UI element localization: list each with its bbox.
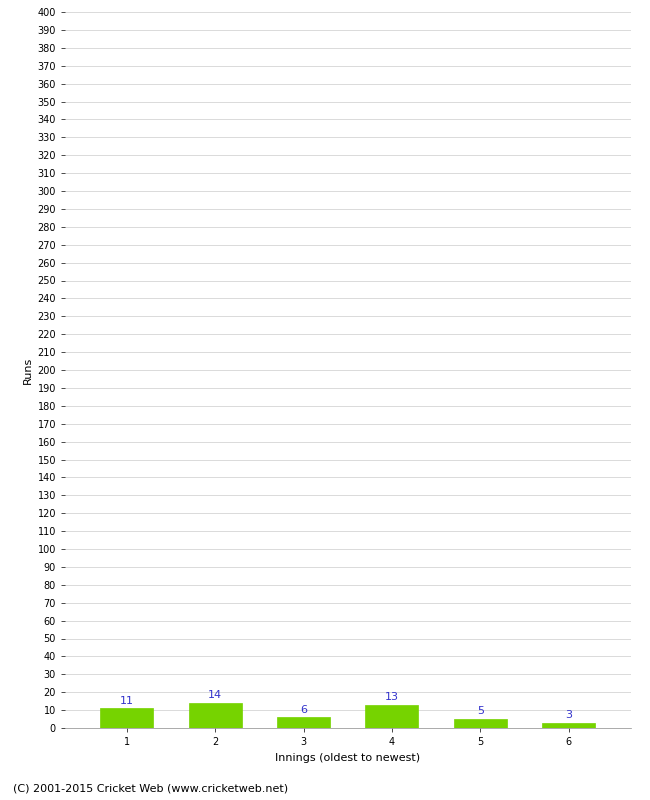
- Text: 5: 5: [477, 706, 484, 716]
- Bar: [365, 705, 419, 728]
- Y-axis label: Runs: Runs: [23, 356, 33, 384]
- Text: 6: 6: [300, 705, 307, 714]
- Text: 14: 14: [208, 690, 222, 700]
- Bar: [100, 708, 153, 728]
- Bar: [542, 722, 595, 728]
- Text: 13: 13: [385, 692, 399, 702]
- Text: (C) 2001-2015 Cricket Web (www.cricketweb.net): (C) 2001-2015 Cricket Web (www.cricketwe…: [13, 784, 288, 794]
- Bar: [454, 719, 507, 728]
- X-axis label: Innings (oldest to newest): Innings (oldest to newest): [275, 753, 421, 762]
- Bar: [277, 718, 330, 728]
- Text: 11: 11: [120, 696, 134, 706]
- Text: 3: 3: [565, 710, 572, 720]
- Bar: [188, 703, 242, 728]
